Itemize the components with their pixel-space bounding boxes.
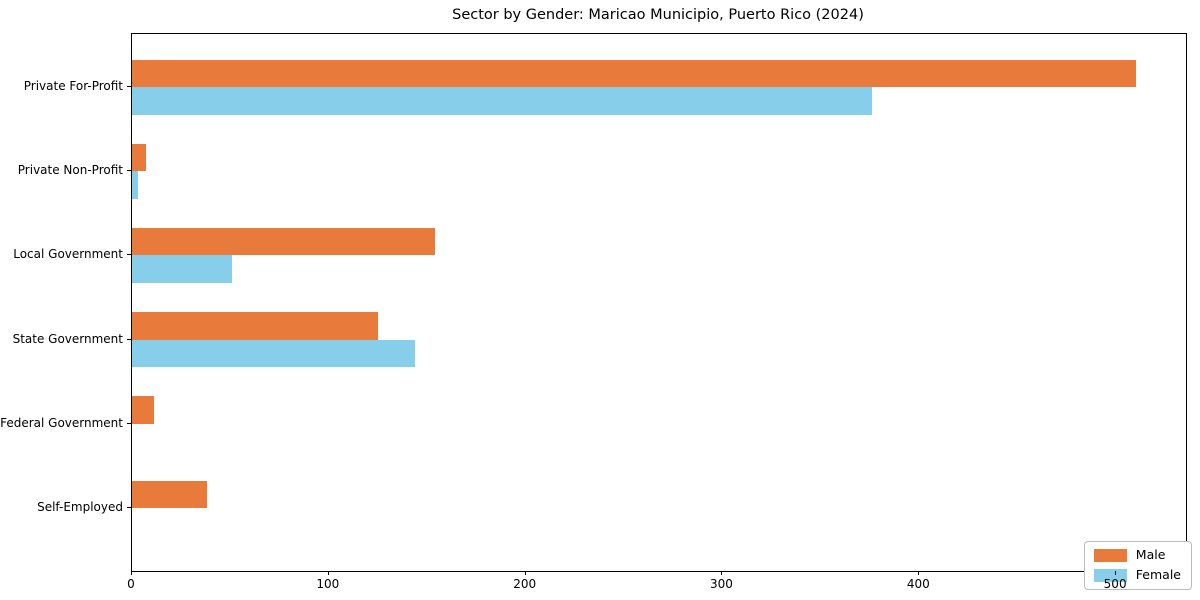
legend-label-female: Female <box>1135 567 1181 583</box>
x-tick-label: 200 <box>513 577 537 591</box>
bar-male-1 <box>132 59 1136 87</box>
y-tick-label-6: Self-Employed <box>37 500 123 514</box>
x-tick-label: 300 <box>710 577 733 591</box>
bar-male-5 <box>132 396 154 424</box>
y-tick-label-5: Federal Government <box>0 415 123 430</box>
x-tick-mark <box>524 571 526 575</box>
y-tick-label-2: Private Non-Profit <box>17 163 123 178</box>
x-tick-mark <box>1115 571 1117 575</box>
x-tick-label: 100 <box>316 577 340 591</box>
x-tick-mark <box>131 571 132 575</box>
y-tick-mark <box>127 507 131 508</box>
legend-item-female: Female <box>1093 567 1181 583</box>
bar-female-2 <box>132 171 138 199</box>
male-swatch <box>1093 549 1127 562</box>
plot-area <box>131 33 1187 572</box>
x-tick-label: 500 <box>1103 577 1127 591</box>
bar-female-1 <box>132 87 873 115</box>
bar-male-3 <box>132 227 436 256</box>
y-tick-mark <box>127 254 131 256</box>
y-tick-label-4: State Government <box>12 331 123 346</box>
bar-female-4 <box>132 339 416 368</box>
bar-female-3 <box>132 255 233 283</box>
y-tick-mark <box>127 170 131 172</box>
y-tick-label-1: Private For-Profit <box>23 79 123 93</box>
y-tick-label-3: Local Government <box>13 247 123 262</box>
y-tick-mark <box>127 86 131 87</box>
x-tick-mark <box>721 571 723 575</box>
chart-title: Sector by Gender: Maricao Municipio, Pue… <box>452 7 864 23</box>
x-tick-label: 400 <box>906 577 930 591</box>
bar-male-2 <box>132 143 146 172</box>
x-tick-label: 0 <box>127 577 135 591</box>
y-tick-mark <box>127 338 131 340</box>
y-tick-mark <box>127 422 131 424</box>
bar-male-4 <box>132 312 379 340</box>
x-tick-mark <box>918 571 920 575</box>
female-swatch <box>1093 569 1127 582</box>
bar-male-6 <box>132 480 207 508</box>
x-tick-mark <box>327 571 329 575</box>
legend: Male Female <box>1083 541 1192 590</box>
legend-item-male: Male <box>1093 547 1181 563</box>
legend-label-male: Male <box>1135 547 1166 563</box>
